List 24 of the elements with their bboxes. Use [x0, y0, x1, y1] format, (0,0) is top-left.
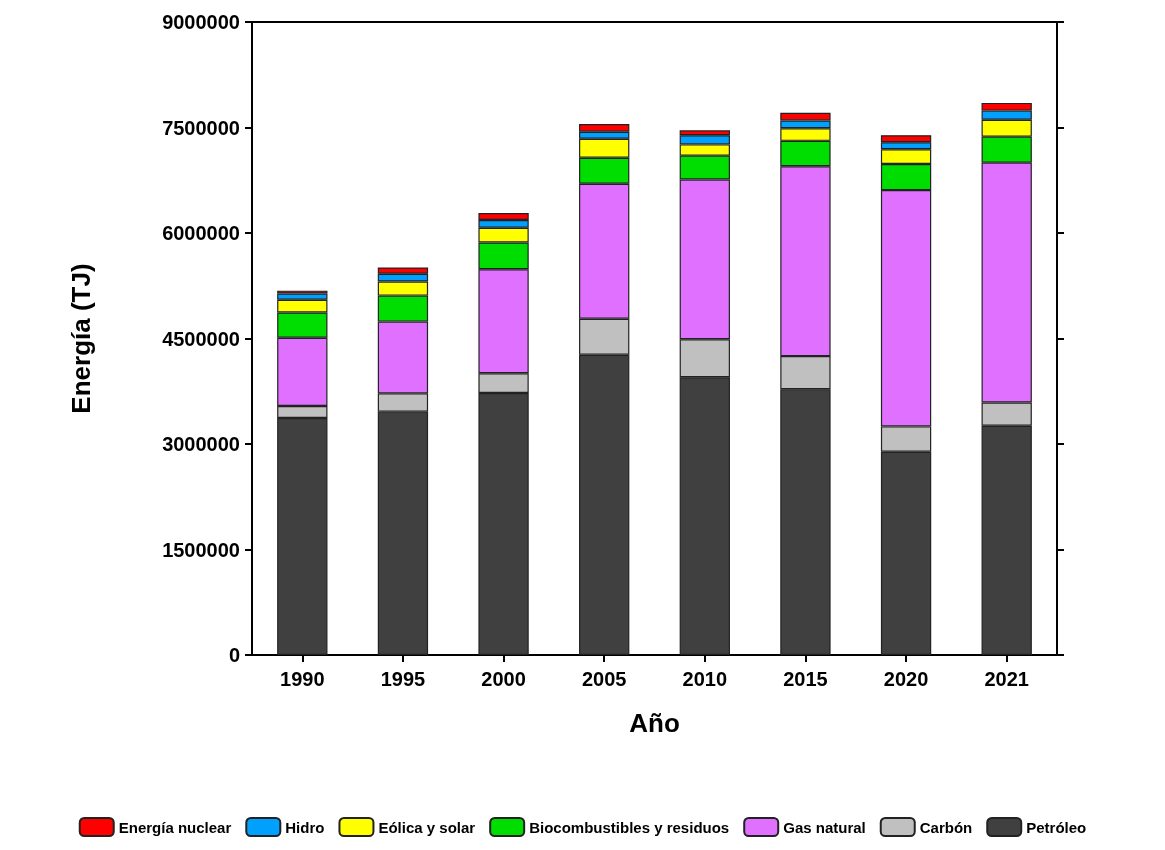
- y-tick-label: 7500000: [162, 116, 240, 139]
- legend-label: Gas natural: [783, 818, 866, 836]
- legend-label: Eólica y solar: [378, 818, 476, 836]
- x-tick-label: 1990: [280, 668, 325, 690]
- y-tick-label: 0: [228, 644, 240, 666]
- x-tick-label: 2005: [581, 668, 627, 690]
- x-tick-label: 1995: [380, 668, 426, 690]
- legend-label: Carbón: [919, 818, 973, 836]
- y-tick-label: 9000000: [162, 11, 240, 33]
- x-tick-label: 2000: [481, 668, 526, 690]
- x-tick-label: 2010: [682, 668, 728, 690]
- y-tick-label: 4500000: [162, 327, 240, 350]
- y-tick-label: 1500000: [162, 538, 240, 561]
- y-tick-label: 6000000: [162, 222, 240, 244]
- y-tick-label: 3000000: [162, 433, 240, 455]
- x-tick-label: 2020: [883, 668, 929, 690]
- x-tick-label: 2015: [783, 668, 828, 690]
- x-tick-label: 2021: [984, 668, 1029, 690]
- legend-label: Hidro: [285, 818, 325, 836]
- x-axis-title: Año: [629, 708, 680, 738]
- legend-label: Biocombustibles y residuos: [529, 818, 730, 836]
- y-axis-title: Energía (TJ): [66, 263, 96, 414]
- legend-label: Energía nuclear: [118, 818, 232, 836]
- legend-label: Petróleo: [1026, 818, 1087, 836]
